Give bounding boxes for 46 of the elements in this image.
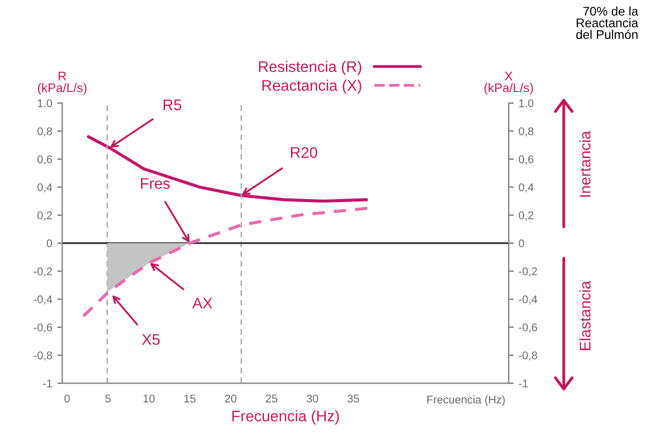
y-tick-label: 1.0	[38, 99, 52, 108]
annotation: R5	[164, 100, 182, 110]
x-tick-label: 15	[184, 394, 196, 402]
y2-tick-label: -0,6	[518, 323, 538, 333]
text: Frecuencia (Hz)	[427, 395, 505, 406]
x-tick-label: 0	[64, 394, 70, 402]
y2-tick-label: -0,8	[518, 351, 538, 361]
x-tick-label: 20	[225, 394, 236, 402]
y-tick-label: 0,2	[37, 211, 52, 221]
annotation: X5	[142, 334, 160, 345]
text: Inertancia	[579, 130, 591, 197]
annotation: R20	[291, 147, 318, 158]
y2-tick-label: 0,6	[518, 155, 534, 165]
x-tick-label: 35	[348, 394, 360, 402]
line-series	[86, 135, 368, 203]
x-tick-label: 10	[144, 394, 155, 402]
y2-tick-label: 0	[518, 239, 524, 248]
y2-tick-label: 0,8	[518, 127, 534, 137]
y-tick-label: 0,6	[37, 155, 52, 165]
text: 70% de la Reactancia del Pulmón	[576, 6, 638, 39]
y2-tick-label: -0,4	[518, 295, 538, 305]
legend-label: Reactancia (X)	[262, 80, 362, 94]
y-tick-label: -0,6	[34, 323, 52, 333]
x-tick-label: 5	[105, 394, 111, 402]
y-tick-label: -0,4	[34, 295, 52, 305]
y2-tick-label: 0,4	[518, 183, 534, 193]
annotation: Fres	[141, 178, 170, 189]
y-tick-label: 0,8	[37, 127, 52, 137]
annotation: AX	[192, 298, 212, 308]
text: Elastancia	[579, 280, 591, 350]
y2-tick-label: -0,2	[518, 267, 537, 277]
y-tick-label: -1	[43, 380, 52, 388]
x-axis-title: Frecuencia (Hz)	[232, 410, 339, 424]
y-tick-label: -0,8	[34, 351, 52, 361]
x-tick-label: 25	[266, 394, 278, 402]
legend-label: Resistencia (R)	[259, 60, 362, 76]
y2-tick-label: 0,2	[518, 211, 534, 221]
y2-axis-title: X (kPa/L/s)	[484, 72, 533, 95]
y-tick-label: -0,2	[34, 267, 52, 277]
x-tick-label: 30	[306, 394, 318, 402]
y2-tick-label: -1	[518, 380, 528, 388]
y-tick-label: 0,4	[37, 183, 52, 193]
line-series	[82, 206, 370, 318]
y-tick-label: 0	[46, 239, 52, 248]
y-axis-title: R (kPa/L/s)	[38, 72, 86, 95]
y2-tick-label: 1.0	[519, 99, 534, 108]
